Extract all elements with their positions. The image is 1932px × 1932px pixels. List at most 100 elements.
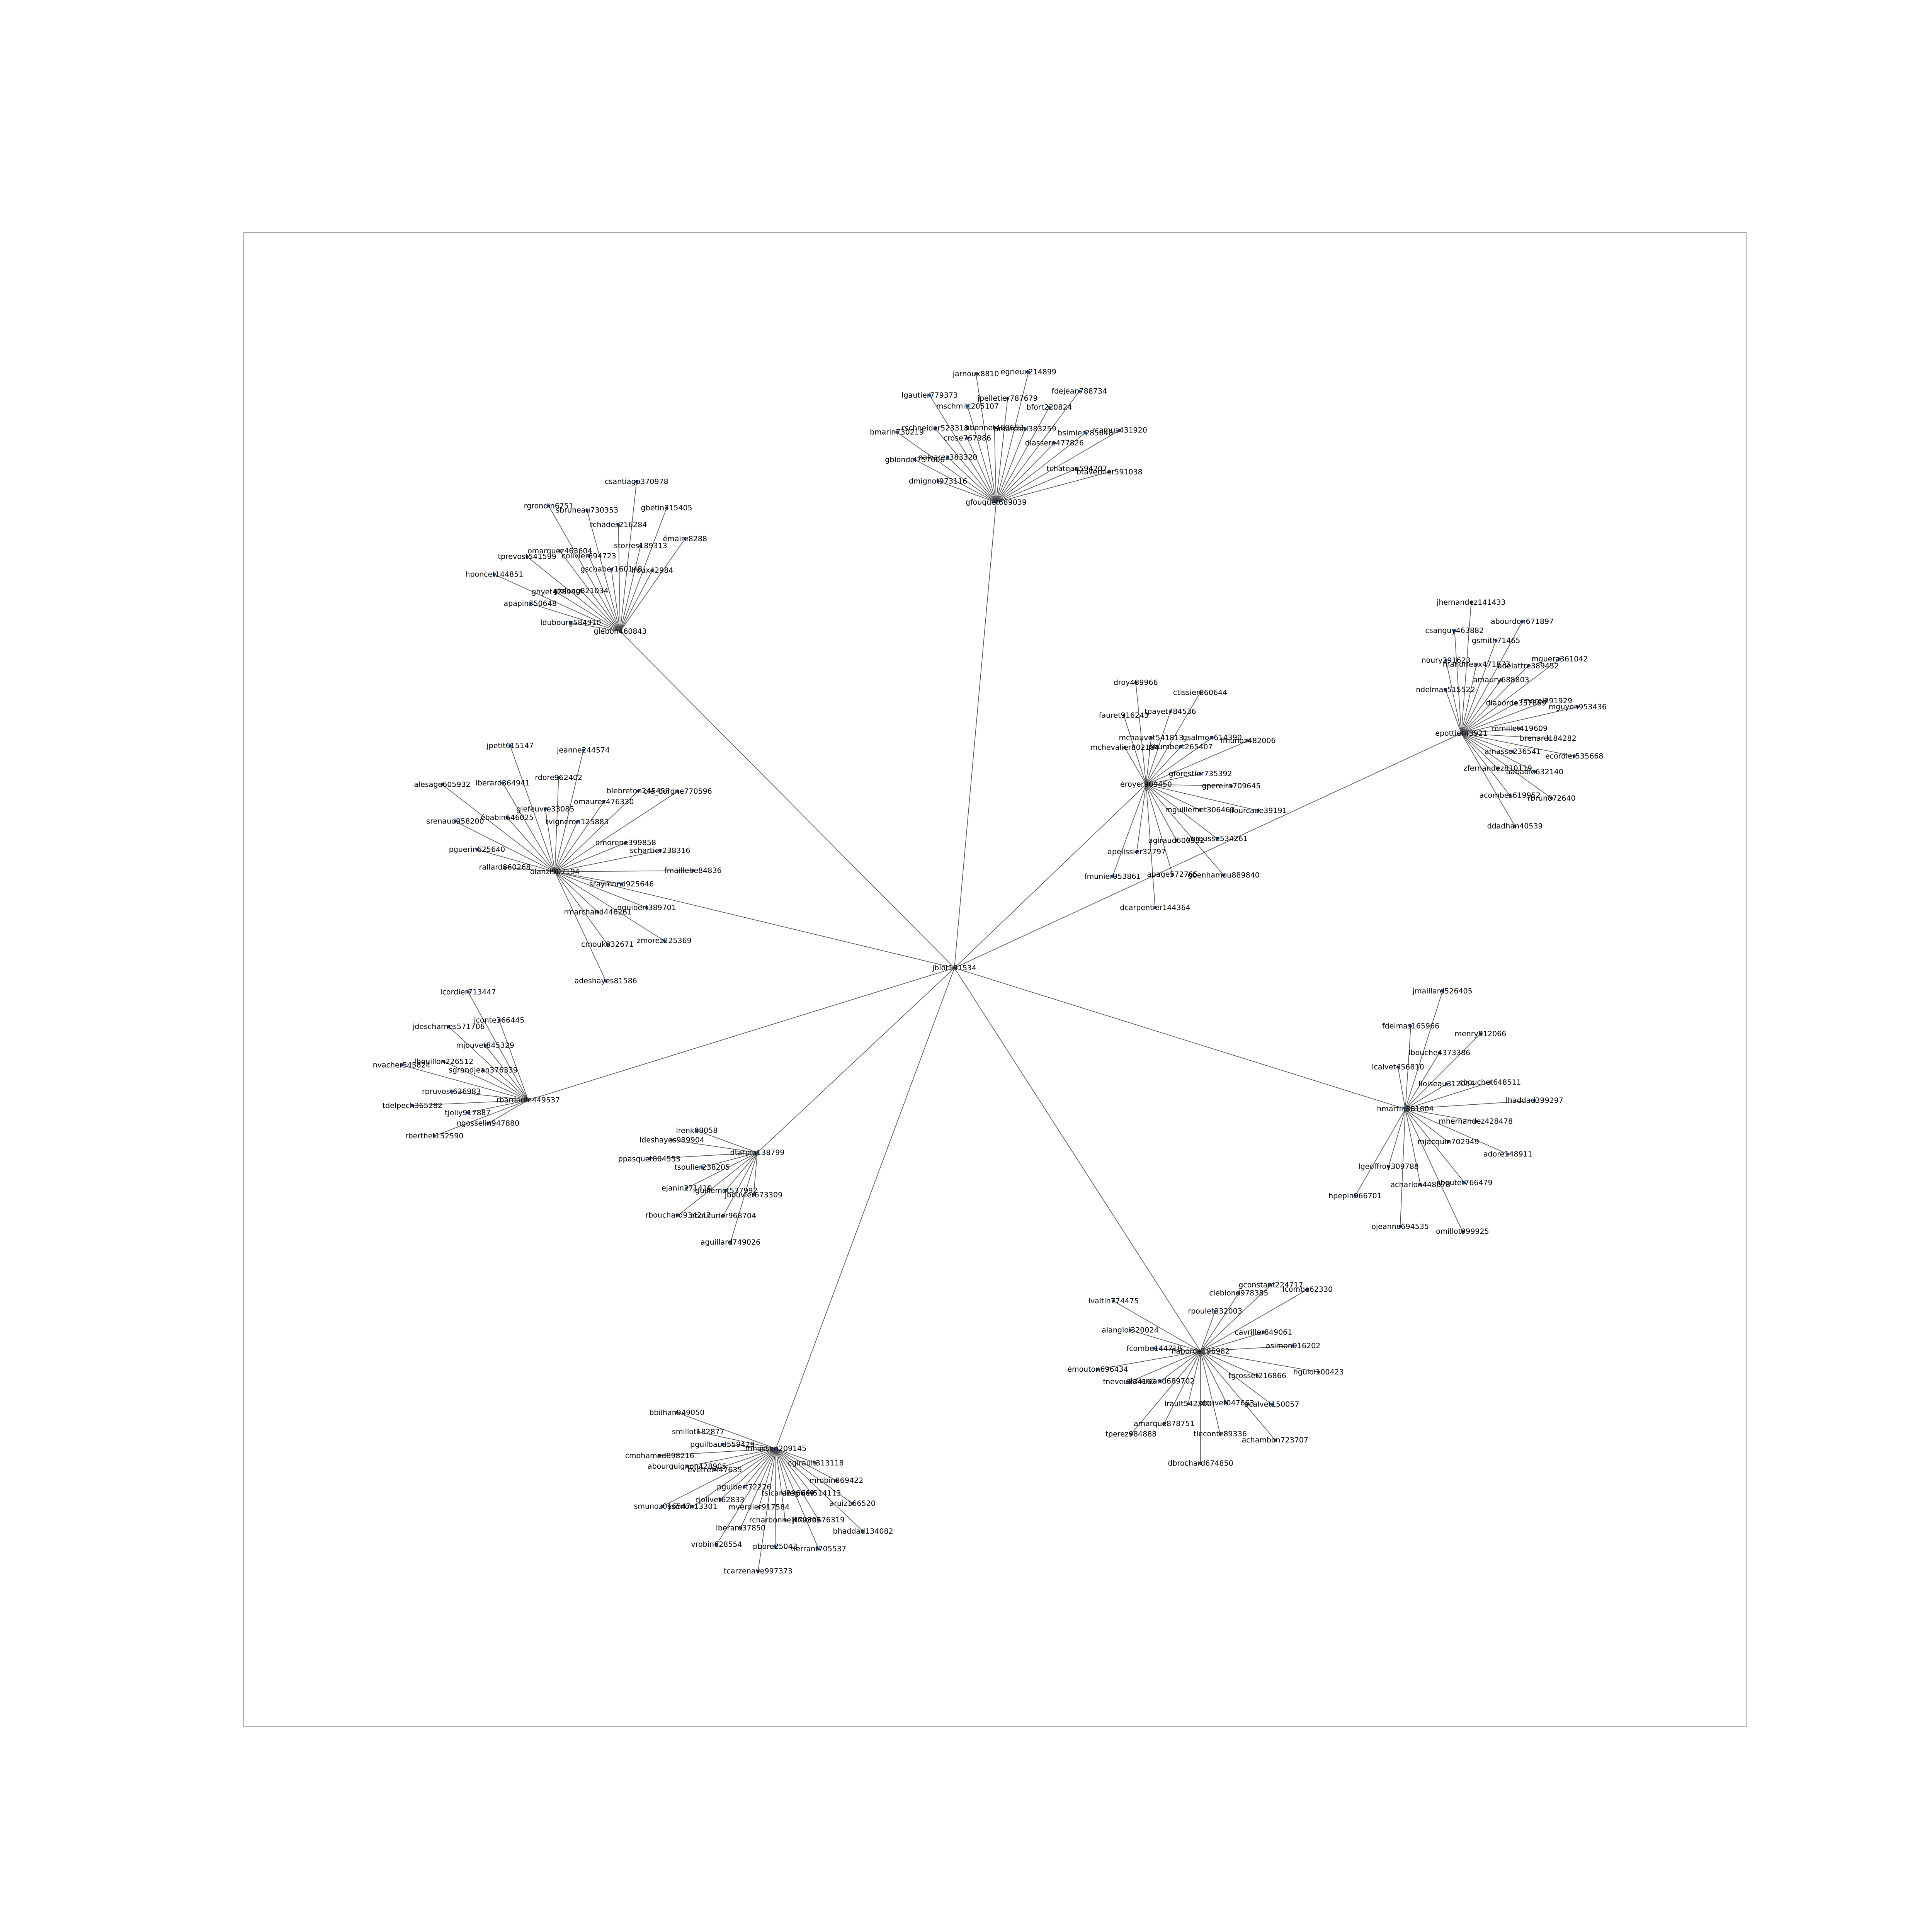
leaf-node[interactable]	[645, 906, 648, 909]
leaf-node[interactable]	[676, 790, 680, 793]
leaf-node[interactable]	[1096, 1367, 1100, 1371]
leaf-node[interactable]	[1134, 681, 1138, 684]
leaf-node[interactable]	[547, 504, 550, 508]
leaf-node[interactable]	[742, 1485, 746, 1489]
leaf-node[interactable]	[585, 509, 589, 512]
leaf-node[interactable]	[696, 1430, 700, 1434]
leaf-node[interactable]	[433, 1134, 436, 1138]
leaf-node[interactable]	[558, 549, 561, 553]
leaf-node[interactable]	[466, 1111, 469, 1114]
leaf-node[interactable]	[1475, 663, 1478, 666]
leaf-node[interactable]	[454, 820, 457, 823]
leaf-node[interactable]	[1469, 600, 1473, 604]
leaf-node[interactable]	[701, 1166, 704, 1169]
leaf-node[interactable]	[1158, 1379, 1162, 1383]
leaf-node[interactable]	[724, 1189, 727, 1192]
leaf-node[interactable]	[928, 394, 932, 397]
leaf-node[interactable]	[814, 1461, 818, 1465]
leaf-node[interactable]	[400, 1063, 403, 1067]
leaf-node[interactable]	[1441, 989, 1444, 993]
leaf-node[interactable]	[1199, 1462, 1202, 1465]
leaf-node[interactable]	[1511, 750, 1514, 753]
leaf-node[interactable]	[1078, 389, 1081, 393]
leaf-node[interactable]	[1317, 1370, 1320, 1374]
leaf-node[interactable]	[1488, 1080, 1492, 1084]
leaf-node[interactable]	[1153, 906, 1157, 910]
leaf-node[interactable]	[1199, 691, 1202, 694]
leaf-node[interactable]	[544, 807, 547, 811]
leaf-node[interactable]	[1262, 1331, 1265, 1334]
hub-node[interactable]	[774, 1447, 777, 1450]
leaf-node[interactable]	[503, 866, 507, 869]
hub-node[interactable]	[553, 870, 556, 873]
leaf-node[interactable]	[721, 1443, 724, 1446]
leaf-node[interactable]	[683, 537, 687, 541]
leaf-node[interactable]	[774, 1545, 777, 1548]
leaf-node[interactable]	[604, 979, 607, 983]
leaf-node[interactable]	[721, 1214, 725, 1218]
leaf-node[interactable]	[1135, 850, 1138, 854]
leaf-node[interactable]	[756, 1570, 760, 1573]
leaf-node[interactable]	[1269, 1283, 1272, 1287]
leaf-node[interactable]	[658, 1454, 662, 1458]
leaf-node[interactable]	[1027, 370, 1030, 374]
leaf-node[interactable]	[1463, 1181, 1466, 1185]
leaf-node[interactable]	[1474, 1120, 1478, 1123]
leaf-node[interactable]	[729, 1241, 732, 1244]
leaf-node[interactable]	[579, 589, 583, 592]
leaf-node[interactable]	[1576, 705, 1579, 709]
leaf-node[interactable]	[493, 573, 496, 576]
hub-node[interactable]	[756, 1151, 759, 1154]
leaf-node[interactable]	[509, 744, 512, 748]
leaf-node[interactable]	[895, 430, 899, 434]
center-node[interactable]	[953, 966, 956, 969]
leaf-node[interactable]	[739, 1526, 742, 1530]
leaf-node[interactable]	[1558, 657, 1561, 661]
leaf-node[interactable]	[1445, 1082, 1448, 1086]
leaf-node[interactable]	[1237, 1291, 1240, 1295]
leaf-node[interactable]	[526, 555, 529, 558]
leaf-node[interactable]	[554, 590, 558, 594]
leaf-node[interactable]	[974, 372, 978, 376]
leaf-node[interactable]	[635, 480, 638, 483]
hub-node[interactable]	[1460, 732, 1463, 735]
leaf-node[interactable]	[596, 910, 600, 914]
leaf-node[interactable]	[665, 506, 668, 510]
hub-node[interactable]	[619, 630, 622, 633]
leaf-node[interactable]	[1514, 701, 1518, 705]
leaf-node[interactable]	[486, 1122, 490, 1125]
leaf-node[interactable]	[1398, 1225, 1402, 1228]
leaf-node[interactable]	[690, 1505, 694, 1509]
leaf-node[interactable]	[718, 1498, 722, 1502]
leaf-node[interactable]	[475, 848, 479, 851]
leaf-node[interactable]	[1150, 736, 1153, 740]
leaf-node[interactable]	[497, 1019, 501, 1022]
leaf-node[interactable]	[1048, 406, 1051, 409]
leaf-node[interactable]	[1520, 620, 1524, 623]
leaf-node[interactable]	[1108, 470, 1111, 474]
leaf-node[interactable]	[1128, 1328, 1132, 1332]
leaf-node[interactable]	[1387, 1165, 1390, 1168]
leaf-node[interactable]	[1199, 772, 1202, 776]
leaf-node[interactable]	[1230, 784, 1233, 788]
leaf-node[interactable]	[1354, 1194, 1357, 1198]
leaf-node[interactable]	[1075, 467, 1078, 470]
leaf-node[interactable]	[1438, 1051, 1441, 1054]
leaf-node[interactable]	[1122, 714, 1126, 717]
leaf-node[interactable]	[1218, 1432, 1222, 1436]
leaf-node[interactable]	[1496, 767, 1500, 770]
leaf-node[interactable]	[1573, 755, 1576, 758]
leaf-node[interactable]	[1171, 872, 1174, 876]
leaf-node[interactable]	[817, 1547, 820, 1551]
hub-node[interactable]	[1145, 783, 1148, 786]
leaf-node[interactable]	[505, 816, 509, 819]
leaf-node[interactable]	[1024, 427, 1027, 431]
leaf-node[interactable]	[617, 523, 620, 526]
leaf-node[interactable]	[835, 1479, 838, 1482]
leaf-node[interactable]	[440, 783, 444, 786]
leaf-node[interactable]	[569, 621, 572, 624]
leaf-node[interactable]	[651, 568, 654, 572]
leaf-node[interactable]	[810, 1492, 813, 1495]
leaf-node[interactable]	[1128, 1380, 1131, 1384]
leaf-node[interactable]	[1175, 839, 1178, 842]
